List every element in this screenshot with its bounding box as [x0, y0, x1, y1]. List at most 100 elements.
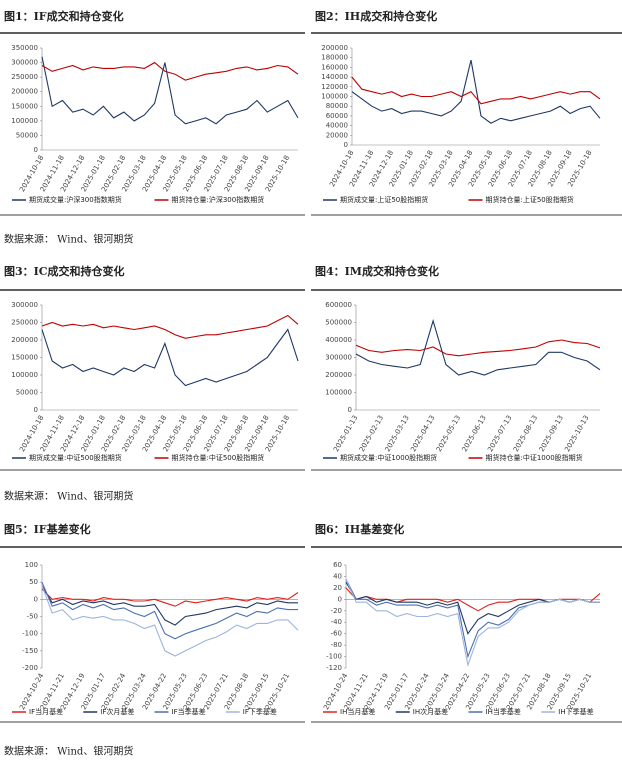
- y-tick-label: 100000: [11, 117, 38, 125]
- y-tick-label: 100000: [325, 389, 352, 397]
- x-tick-label: 2025-09-13: [538, 414, 565, 453]
- y-tick-label: 200000: [11, 88, 38, 96]
- series-line: [351, 76, 601, 105]
- legend-label: IF次月基差: [100, 707, 134, 716]
- y-tick-label: 0: [34, 406, 38, 414]
- legend-label: 期货成交量:中证1000股指期货: [340, 453, 437, 462]
- y-tick-label: 50000: [16, 389, 38, 397]
- x-tick-label: 2025-08-13: [512, 414, 539, 453]
- x-tick-label: 2025-10-13: [563, 414, 590, 453]
- y-tick-label: -60: [331, 630, 342, 638]
- y-tick-label: 50000: [16, 131, 38, 139]
- source-note: 数据来源： Wind、银河期货: [4, 745, 133, 758]
- y-tick-label: -40: [331, 618, 342, 626]
- source-note: 数据来源： Wind、银河期货: [4, 233, 133, 246]
- y-tick-label: 150000: [11, 354, 38, 362]
- series-line: [41, 585, 299, 657]
- y-tick-label: 500000: [325, 319, 352, 327]
- series-line: [41, 588, 299, 607]
- figure-title: 图3：IC成交和持仓变化: [4, 264, 125, 278]
- y-tick-label: 40000: [326, 122, 348, 130]
- y-tick-label: 0: [338, 595, 342, 603]
- x-tick-label: 2025-06-13: [461, 414, 488, 453]
- figure-title: 图1：IF成交和持仓变化: [4, 9, 124, 23]
- legend-label: IH当月基差: [340, 707, 375, 716]
- y-tick-label: 600000: [325, 301, 352, 309]
- x-tick-label: 2025-03-13: [384, 414, 411, 453]
- y-tick-label: 200000: [325, 371, 352, 379]
- y-tick-label: 120000: [321, 83, 348, 91]
- y-tick-label: 80000: [326, 102, 348, 110]
- legend-label: 期货持仓量:中证500股指期货: [172, 453, 265, 462]
- y-tick-label: 250000: [11, 73, 38, 81]
- y-tick-label: 0: [344, 141, 348, 149]
- series-line: [351, 59, 601, 124]
- legend-label: 期货持仓量:中证1000股指期货: [486, 453, 583, 462]
- legend-label: 期货成交量:中证500股指期货: [29, 453, 122, 462]
- y-tick-label: 60000: [326, 112, 348, 120]
- y-tick-label: -150: [22, 647, 38, 655]
- y-tick-label: 300000: [325, 354, 352, 362]
- y-tick-label: 50: [29, 578, 38, 586]
- y-tick-label: -100: [326, 653, 342, 661]
- legend-label: IH次月基差: [413, 707, 448, 716]
- y-tick-label: 0: [34, 595, 38, 603]
- y-tick-label: 0: [34, 146, 38, 154]
- legend-label: 期货成交量:上证50股指期货: [340, 195, 428, 204]
- figure-title: 图6：IH基差变化: [315, 522, 404, 536]
- y-tick-label: 180000: [321, 54, 348, 62]
- series-line: [355, 318, 601, 376]
- y-tick-label: -50: [27, 613, 38, 621]
- legend-label: 期货持仓量:上证50股指期货: [486, 195, 574, 204]
- legend-label: IF当月基差: [29, 707, 63, 716]
- x-tick-label: 2025-05-13: [435, 414, 462, 453]
- legend-label: IH下季基差: [558, 707, 593, 716]
- y-tick-label: 400000: [325, 336, 352, 344]
- y-tick-label: 200000: [11, 336, 38, 344]
- y-tick-label: 20: [333, 584, 342, 592]
- y-tick-label: -100: [22, 630, 38, 638]
- series-line: [41, 585, 298, 626]
- legend-label: 期货成交量:沪深300指数期货: [29, 195, 122, 204]
- legend-label: 期货持仓量:沪深300指数期货: [172, 195, 265, 204]
- y-tick-label: 300000: [11, 301, 38, 309]
- y-tick-label: -80: [331, 641, 342, 649]
- figure-title: 图4：IM成交和持仓变化: [315, 264, 439, 278]
- y-tick-label: 40: [333, 572, 342, 580]
- legend-label: IH当季基差: [486, 707, 521, 716]
- legend-label: IF下季基差: [243, 707, 277, 716]
- series-line: [345, 579, 600, 659]
- y-tick-label: 150000: [11, 102, 38, 110]
- figure-title: 图5：IF基差变化: [4, 522, 91, 536]
- series-line: [41, 314, 299, 339]
- figure-title: 图2：IH成交和持仓变化: [315, 9, 437, 23]
- y-tick-label: 250000: [11, 319, 38, 327]
- y-tick-label: 20000: [326, 131, 348, 139]
- x-tick-label: 2025-04-13: [409, 414, 436, 453]
- series-line: [345, 579, 600, 668]
- x-tick-label: 2025-07-13: [486, 414, 513, 453]
- y-tick-label: 350000: [11, 44, 38, 52]
- series-line: [41, 328, 299, 387]
- y-tick-label: -120: [326, 664, 342, 672]
- y-tick-label: 0: [348, 406, 352, 414]
- series-line: [41, 61, 299, 81]
- y-tick-label: 100000: [11, 371, 38, 379]
- y-tick-label: -200: [22, 664, 38, 672]
- y-tick-label: 200000: [321, 44, 348, 52]
- series-line: [41, 56, 299, 125]
- y-tick-label: 100000: [321, 93, 348, 101]
- y-tick-label: 60: [333, 561, 342, 569]
- y-tick-label: 140000: [321, 73, 348, 81]
- source-note: 数据来源： Wind、银河期货: [4, 490, 133, 503]
- y-tick-label: 300000: [11, 59, 38, 67]
- legend-label: IF当季基差: [172, 707, 206, 716]
- x-tick-label: 2025-02-13: [358, 414, 385, 453]
- series-line: [41, 581, 298, 640]
- series-line: [355, 339, 601, 357]
- y-tick-label: 100: [25, 561, 38, 569]
- y-tick-label: -20: [331, 607, 342, 615]
- x-tick-label: 2025-01-13: [332, 414, 359, 453]
- y-tick-label: 160000: [321, 63, 348, 71]
